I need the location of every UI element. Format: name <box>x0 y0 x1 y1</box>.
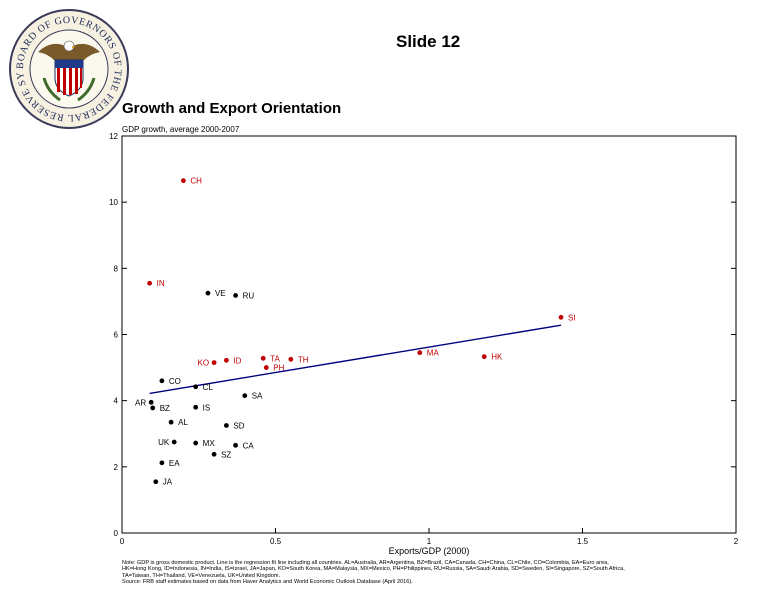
x-tick-label: 1.5 <box>577 537 589 546</box>
point-label-ch: CH <box>190 177 202 186</box>
notes-line-2: HK=Hong Kong, ID=Indonesia, IN=India, IS… <box>122 566 625 573</box>
notes-line-3: TA=Taiwan, TH=Thailand, VE=Venezuela, UK… <box>122 572 281 579</box>
data-point-co <box>159 378 165 384</box>
data-point-si <box>558 314 564 320</box>
point-label-cl: CL <box>203 383 214 392</box>
data-point-ja <box>153 479 159 485</box>
slide-label: Slide 12 <box>396 32 461 51</box>
data-point-ko <box>211 360 217 366</box>
point-label-sd: SD <box>233 421 244 430</box>
notes-line-1: Note: GDP is gross domestic product. Lin… <box>122 560 609 566</box>
data-point-ea <box>159 460 165 466</box>
point-label-is: IS <box>203 403 211 412</box>
point-label-mx: MX <box>203 439 216 448</box>
data-point-ar <box>148 399 154 405</box>
federal-reserve-seal-icon: BOARD OF GOVERNORS OF THE FEDERAL RESERV… <box>3 0 129 129</box>
plot-frame <box>121 135 737 534</box>
y-tick-label: 4 <box>114 397 119 406</box>
point-label-ar: AR <box>135 398 146 407</box>
x-tick-label: 0 <box>120 537 125 546</box>
plot-axes <box>121 135 737 534</box>
point-label-ko: KO <box>198 359 210 368</box>
data-point-uk <box>171 439 177 445</box>
data-points: CH IN VE RU SI MA HK TA TH ID KO PH CO CL SA AR BZ IS AL SD… <box>135 177 576 487</box>
data-point-th <box>288 356 294 362</box>
point-label-sz: SZ <box>221 450 231 459</box>
data-point-ru <box>233 293 238 298</box>
x-axis-label: Exports/GDP (2000) <box>389 546 470 556</box>
point-label-co: CO <box>169 377 181 386</box>
x-tick-label: 1 <box>427 537 432 546</box>
point-label-uk: UK <box>158 438 170 447</box>
data-point-mx <box>193 440 199 446</box>
y-tick-label: 6 <box>114 331 119 340</box>
point-label-ta: TA <box>270 354 280 363</box>
data-point-is <box>193 404 199 410</box>
data-point-in <box>147 280 153 286</box>
data-point-al <box>168 419 174 425</box>
y-tick-label: 8 <box>114 264 119 273</box>
y-tick-label: 0 <box>114 529 119 538</box>
data-point-ta <box>260 355 266 361</box>
regression-line-group <box>149 324 562 395</box>
point-label-ca: CA <box>243 441 255 450</box>
point-label-ma: MA <box>427 349 440 358</box>
data-point-ve <box>205 290 211 296</box>
y-tick-label: 10 <box>109 198 118 207</box>
point-label-bz: BZ <box>160 404 170 413</box>
chart-subtitle: GDP growth, average 2000-2007 <box>122 125 240 134</box>
point-label-ja: JA <box>163 478 173 487</box>
data-point-ph <box>263 365 269 370</box>
point-label-ve: VE <box>215 289 226 298</box>
point-label-th: TH <box>298 355 309 364</box>
data-point-ma <box>417 350 423 356</box>
point-label-ph: PH <box>273 364 284 373</box>
point-label-ea: EA <box>169 459 180 468</box>
data-point-hk <box>481 354 487 360</box>
regression-line <box>149 324 562 395</box>
data-point-ch <box>181 178 186 184</box>
data-point-bz <box>150 405 156 411</box>
notes-source: Source: FRB staff estimates based on dat… <box>122 579 413 586</box>
x-tick-label: 0.5 <box>270 537 282 546</box>
data-point-ca <box>233 442 238 448</box>
chart-notes: Note: GDP is gross domestic product. Lin… <box>122 560 726 586</box>
point-label-si: SI <box>568 313 576 322</box>
point-label-in: IN <box>157 279 165 288</box>
point-label-al: AL <box>178 418 188 427</box>
plot-ticks: 0 2 4 6 8 10 12 0 0.5 1 1.5 2 <box>109 132 739 546</box>
data-point-cl <box>193 384 199 390</box>
point-label-ru: RU <box>243 291 255 300</box>
data-point-sa <box>242 393 248 399</box>
data-point-sd <box>223 423 229 428</box>
y-tick-label: 12 <box>109 132 118 141</box>
point-label-id: ID <box>233 356 241 365</box>
data-point-sz <box>211 451 217 457</box>
point-label-hk: HK <box>491 353 503 362</box>
x-tick-label: 2 <box>734 537 739 546</box>
chart-title: Growth and Export Orientation <box>122 100 342 117</box>
data-point-id <box>223 357 229 363</box>
federal-reserve-seal: BOARD OF GOVERNORS OF THE FEDERAL RESERV… <box>3 0 130 130</box>
point-label-sa: SA <box>252 392 263 401</box>
y-tick-label: 2 <box>114 463 119 472</box>
